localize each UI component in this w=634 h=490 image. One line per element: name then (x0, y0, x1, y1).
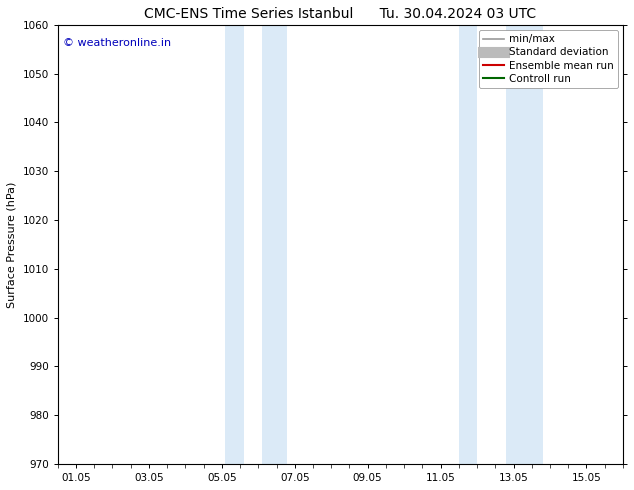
Legend: min/max, Standard deviation, Ensemble mean run, Controll run: min/max, Standard deviation, Ensemble me… (479, 30, 618, 88)
Bar (226, 25, 243, 464)
Text: © weatheronline.in: © weatheronline.in (63, 38, 172, 48)
Bar (459, 25, 477, 464)
Title: CMC-ENS Time Series Istanbul      Tu. 30.04.2024 03 UTC: CMC-ENS Time Series Istanbul Tu. 30.04.2… (145, 7, 536, 21)
Bar (506, 25, 543, 464)
Bar (262, 25, 287, 464)
Y-axis label: Surface Pressure (hPa): Surface Pressure (hPa) (7, 181, 17, 308)
